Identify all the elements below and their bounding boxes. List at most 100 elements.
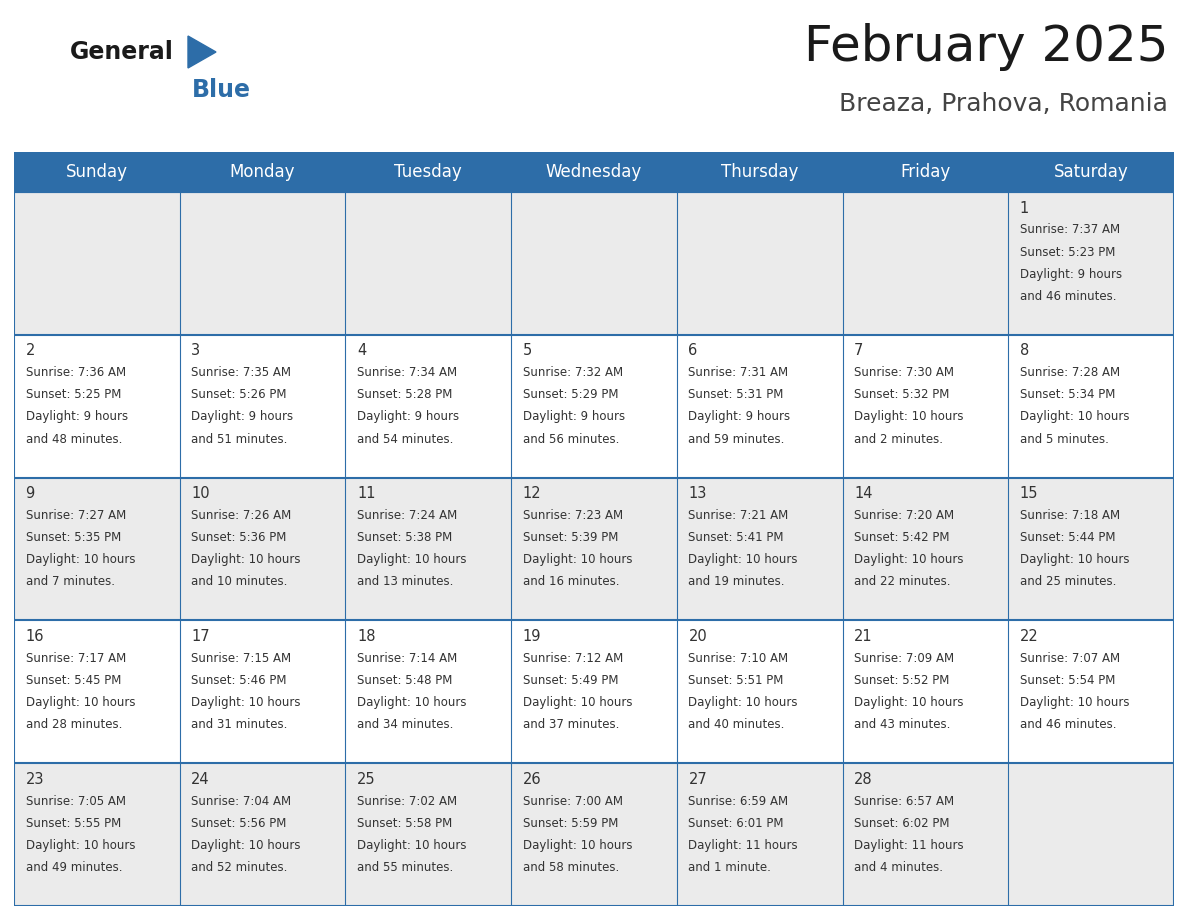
Text: 4: 4: [358, 343, 366, 358]
Bar: [14, 335, 179, 477]
Text: 6: 6: [689, 343, 697, 358]
Bar: [14, 477, 179, 621]
Text: Sunrise: 7:23 AM: Sunrise: 7:23 AM: [523, 509, 623, 522]
Bar: [179, 335, 346, 477]
Text: Sunrise: 7:32 AM: Sunrise: 7:32 AM: [523, 366, 623, 379]
Text: Sunset: 5:36 PM: Sunset: 5:36 PM: [191, 532, 286, 544]
Text: Tuesday: Tuesday: [394, 163, 462, 181]
Text: Sunrise: 7:09 AM: Sunrise: 7:09 AM: [854, 652, 954, 665]
Text: Daylight: 10 hours: Daylight: 10 hours: [26, 696, 135, 709]
Text: and 52 minutes.: and 52 minutes.: [191, 861, 287, 874]
Text: 12: 12: [523, 487, 542, 501]
Bar: [842, 477, 1009, 621]
Text: 7: 7: [854, 343, 864, 358]
Text: Sunset: 5:29 PM: Sunset: 5:29 PM: [523, 388, 618, 401]
Bar: [179, 192, 346, 335]
Text: Daylight: 9 hours: Daylight: 9 hours: [26, 410, 128, 423]
Polygon shape: [188, 36, 216, 68]
Text: and 31 minutes.: and 31 minutes.: [191, 718, 287, 732]
Text: Daylight: 11 hours: Daylight: 11 hours: [689, 839, 798, 852]
Text: Daylight: 10 hours: Daylight: 10 hours: [1019, 696, 1130, 709]
Bar: [1009, 763, 1174, 906]
Text: Daylight: 10 hours: Daylight: 10 hours: [854, 554, 963, 566]
Text: and 10 minutes.: and 10 minutes.: [191, 576, 287, 588]
Text: and 59 minutes.: and 59 minutes.: [689, 432, 785, 445]
Text: Sunrise: 7:24 AM: Sunrise: 7:24 AM: [358, 509, 457, 522]
Text: Daylight: 10 hours: Daylight: 10 hours: [26, 554, 135, 566]
Text: Sunset: 5:25 PM: Sunset: 5:25 PM: [26, 388, 121, 401]
Text: Sunrise: 7:07 AM: Sunrise: 7:07 AM: [1019, 652, 1120, 665]
Text: Sunset: 5:23 PM: Sunset: 5:23 PM: [1019, 245, 1116, 259]
Text: Daylight: 10 hours: Daylight: 10 hours: [358, 554, 467, 566]
Text: Sunset: 5:28 PM: Sunset: 5:28 PM: [358, 388, 453, 401]
Text: Sunrise: 7:21 AM: Sunrise: 7:21 AM: [689, 509, 789, 522]
Bar: [842, 621, 1009, 763]
Bar: [1009, 192, 1174, 335]
Text: Sunrise: 7:20 AM: Sunrise: 7:20 AM: [854, 509, 954, 522]
Text: Sunrise: 7:18 AM: Sunrise: 7:18 AM: [1019, 509, 1120, 522]
Text: Sunset: 5:26 PM: Sunset: 5:26 PM: [191, 388, 286, 401]
Text: 28: 28: [854, 772, 873, 787]
Text: Sunset: 5:55 PM: Sunset: 5:55 PM: [26, 817, 121, 830]
Text: and 28 minutes.: and 28 minutes.: [26, 718, 122, 732]
Text: 2: 2: [26, 343, 34, 358]
Bar: [14, 192, 179, 335]
Text: Wednesday: Wednesday: [545, 163, 643, 181]
Text: 19: 19: [523, 629, 542, 644]
Text: and 19 minutes.: and 19 minutes.: [689, 576, 785, 588]
Text: 14: 14: [854, 487, 873, 501]
Text: and 5 minutes.: and 5 minutes.: [1019, 432, 1108, 445]
Text: 13: 13: [689, 487, 707, 501]
Text: Daylight: 10 hours: Daylight: 10 hours: [854, 410, 963, 423]
Text: and 46 minutes.: and 46 minutes.: [1019, 290, 1117, 303]
Bar: [179, 477, 346, 621]
Text: 3: 3: [191, 343, 201, 358]
Text: 17: 17: [191, 629, 210, 644]
Text: 10: 10: [191, 487, 210, 501]
Text: Sunrise: 7:14 AM: Sunrise: 7:14 AM: [358, 652, 457, 665]
Bar: [346, 763, 511, 906]
Text: Daylight: 9 hours: Daylight: 9 hours: [358, 410, 459, 423]
Text: 16: 16: [26, 629, 44, 644]
Text: 5: 5: [523, 343, 532, 358]
Text: 22: 22: [1019, 629, 1038, 644]
Text: Sunrise: 7:26 AM: Sunrise: 7:26 AM: [191, 509, 291, 522]
Text: Daylight: 10 hours: Daylight: 10 hours: [358, 696, 467, 709]
Text: 8: 8: [1019, 343, 1029, 358]
Bar: [842, 192, 1009, 335]
Bar: [511, 477, 677, 621]
Text: and 43 minutes.: and 43 minutes.: [854, 718, 950, 732]
Bar: [1009, 621, 1174, 763]
Text: 1: 1: [1019, 200, 1029, 216]
Text: Sunset: 5:31 PM: Sunset: 5:31 PM: [689, 388, 784, 401]
Text: Sunset: 5:51 PM: Sunset: 5:51 PM: [689, 674, 784, 687]
Text: Daylight: 10 hours: Daylight: 10 hours: [854, 696, 963, 709]
Bar: [677, 621, 842, 763]
Text: Sunset: 5:41 PM: Sunset: 5:41 PM: [689, 532, 784, 544]
Text: and 58 minutes.: and 58 minutes.: [523, 861, 619, 874]
Text: Sunset: 5:34 PM: Sunset: 5:34 PM: [1019, 388, 1116, 401]
Text: Saturday: Saturday: [1054, 163, 1129, 181]
Text: Thursday: Thursday: [721, 163, 798, 181]
Text: and 51 minutes.: and 51 minutes.: [191, 432, 287, 445]
Text: and 2 minutes.: and 2 minutes.: [854, 432, 943, 445]
Text: Sunrise: 7:30 AM: Sunrise: 7:30 AM: [854, 366, 954, 379]
Text: Sunrise: 7:05 AM: Sunrise: 7:05 AM: [26, 795, 126, 808]
Bar: [346, 192, 511, 335]
Text: Sunrise: 7:15 AM: Sunrise: 7:15 AM: [191, 652, 291, 665]
Bar: [677, 335, 842, 477]
Bar: [677, 192, 842, 335]
Text: Sunset: 5:46 PM: Sunset: 5:46 PM: [191, 674, 286, 687]
Text: Sunset: 5:32 PM: Sunset: 5:32 PM: [854, 388, 949, 401]
Text: 11: 11: [358, 487, 375, 501]
Text: Daylight: 9 hours: Daylight: 9 hours: [523, 410, 625, 423]
Text: Monday: Monday: [229, 163, 296, 181]
Text: Sunrise: 7:10 AM: Sunrise: 7:10 AM: [689, 652, 789, 665]
Text: Sunrise: 7:12 AM: Sunrise: 7:12 AM: [523, 652, 623, 665]
Bar: [677, 477, 842, 621]
Text: and 54 minutes.: and 54 minutes.: [358, 432, 454, 445]
Text: Friday: Friday: [901, 163, 950, 181]
Text: Daylight: 9 hours: Daylight: 9 hours: [191, 410, 293, 423]
Text: and 49 minutes.: and 49 minutes.: [26, 861, 122, 874]
Text: and 34 minutes.: and 34 minutes.: [358, 718, 454, 732]
